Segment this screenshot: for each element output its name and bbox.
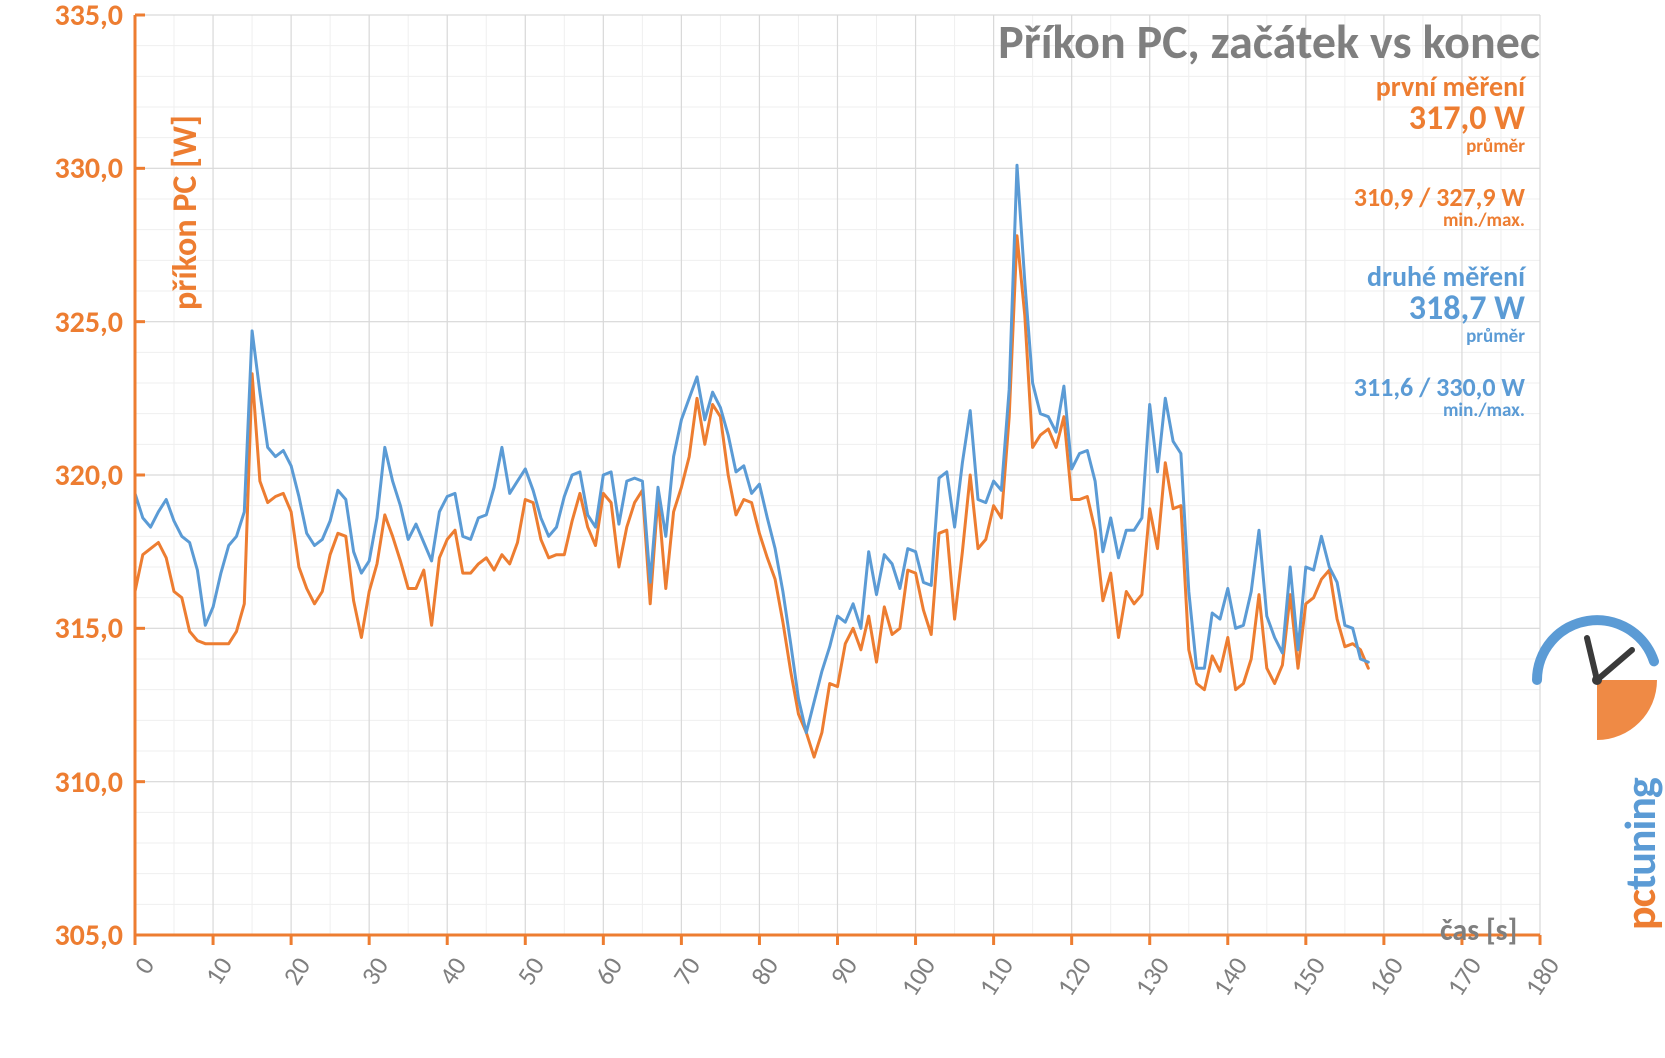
chart-annotation: 310,9 / 327,9 Wmin./max. [1354,184,1525,231]
plot-svg [0,0,1665,1058]
y-tick-label: 335,0 [54,0,123,34]
chart-title: Příkon PC, začátek vs konec [998,12,1540,71]
logo-clock-icon [1517,600,1665,760]
y-tick-label: 305,0 [54,917,123,954]
pctuning-logo: pctuning [1613,778,1665,930]
y-tick-label: 330,0 [54,150,123,187]
chart-container: Příkon PC, začátek vs konec příkon PC [W… [0,0,1665,1058]
x-axis-label: čas [s] [1440,912,1517,949]
chart-annotation: první měření317,0 Wprůměr [1376,72,1525,157]
y-tick-label: 310,0 [54,764,123,801]
y-tick-label: 325,0 [54,304,123,341]
y-tick-label: 320,0 [54,457,123,494]
chart-annotation: 311,6 / 330,0 Wmin./max. [1354,374,1525,421]
y-tick-label: 315,0 [54,610,123,647]
y-axis-label: příkon PC [W] [165,115,206,310]
chart-annotation: druhé měření318,7 Wprůměr [1367,262,1525,347]
